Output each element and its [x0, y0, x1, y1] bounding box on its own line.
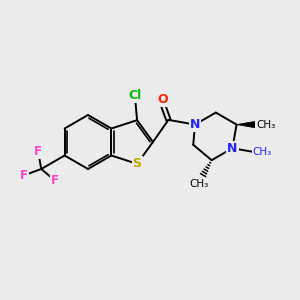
Text: F: F [20, 169, 28, 182]
Polygon shape [237, 121, 256, 128]
Text: CH₃: CH₃ [189, 178, 208, 188]
Text: S: S [133, 157, 142, 170]
Text: N: N [227, 142, 238, 155]
Text: F: F [34, 145, 42, 158]
Text: O: O [157, 93, 168, 106]
Text: CH₃: CH₃ [256, 120, 275, 130]
Text: F: F [51, 174, 59, 187]
Text: N: N [190, 118, 200, 131]
Text: Cl: Cl [128, 89, 142, 102]
Text: CH₃: CH₃ [253, 147, 272, 157]
